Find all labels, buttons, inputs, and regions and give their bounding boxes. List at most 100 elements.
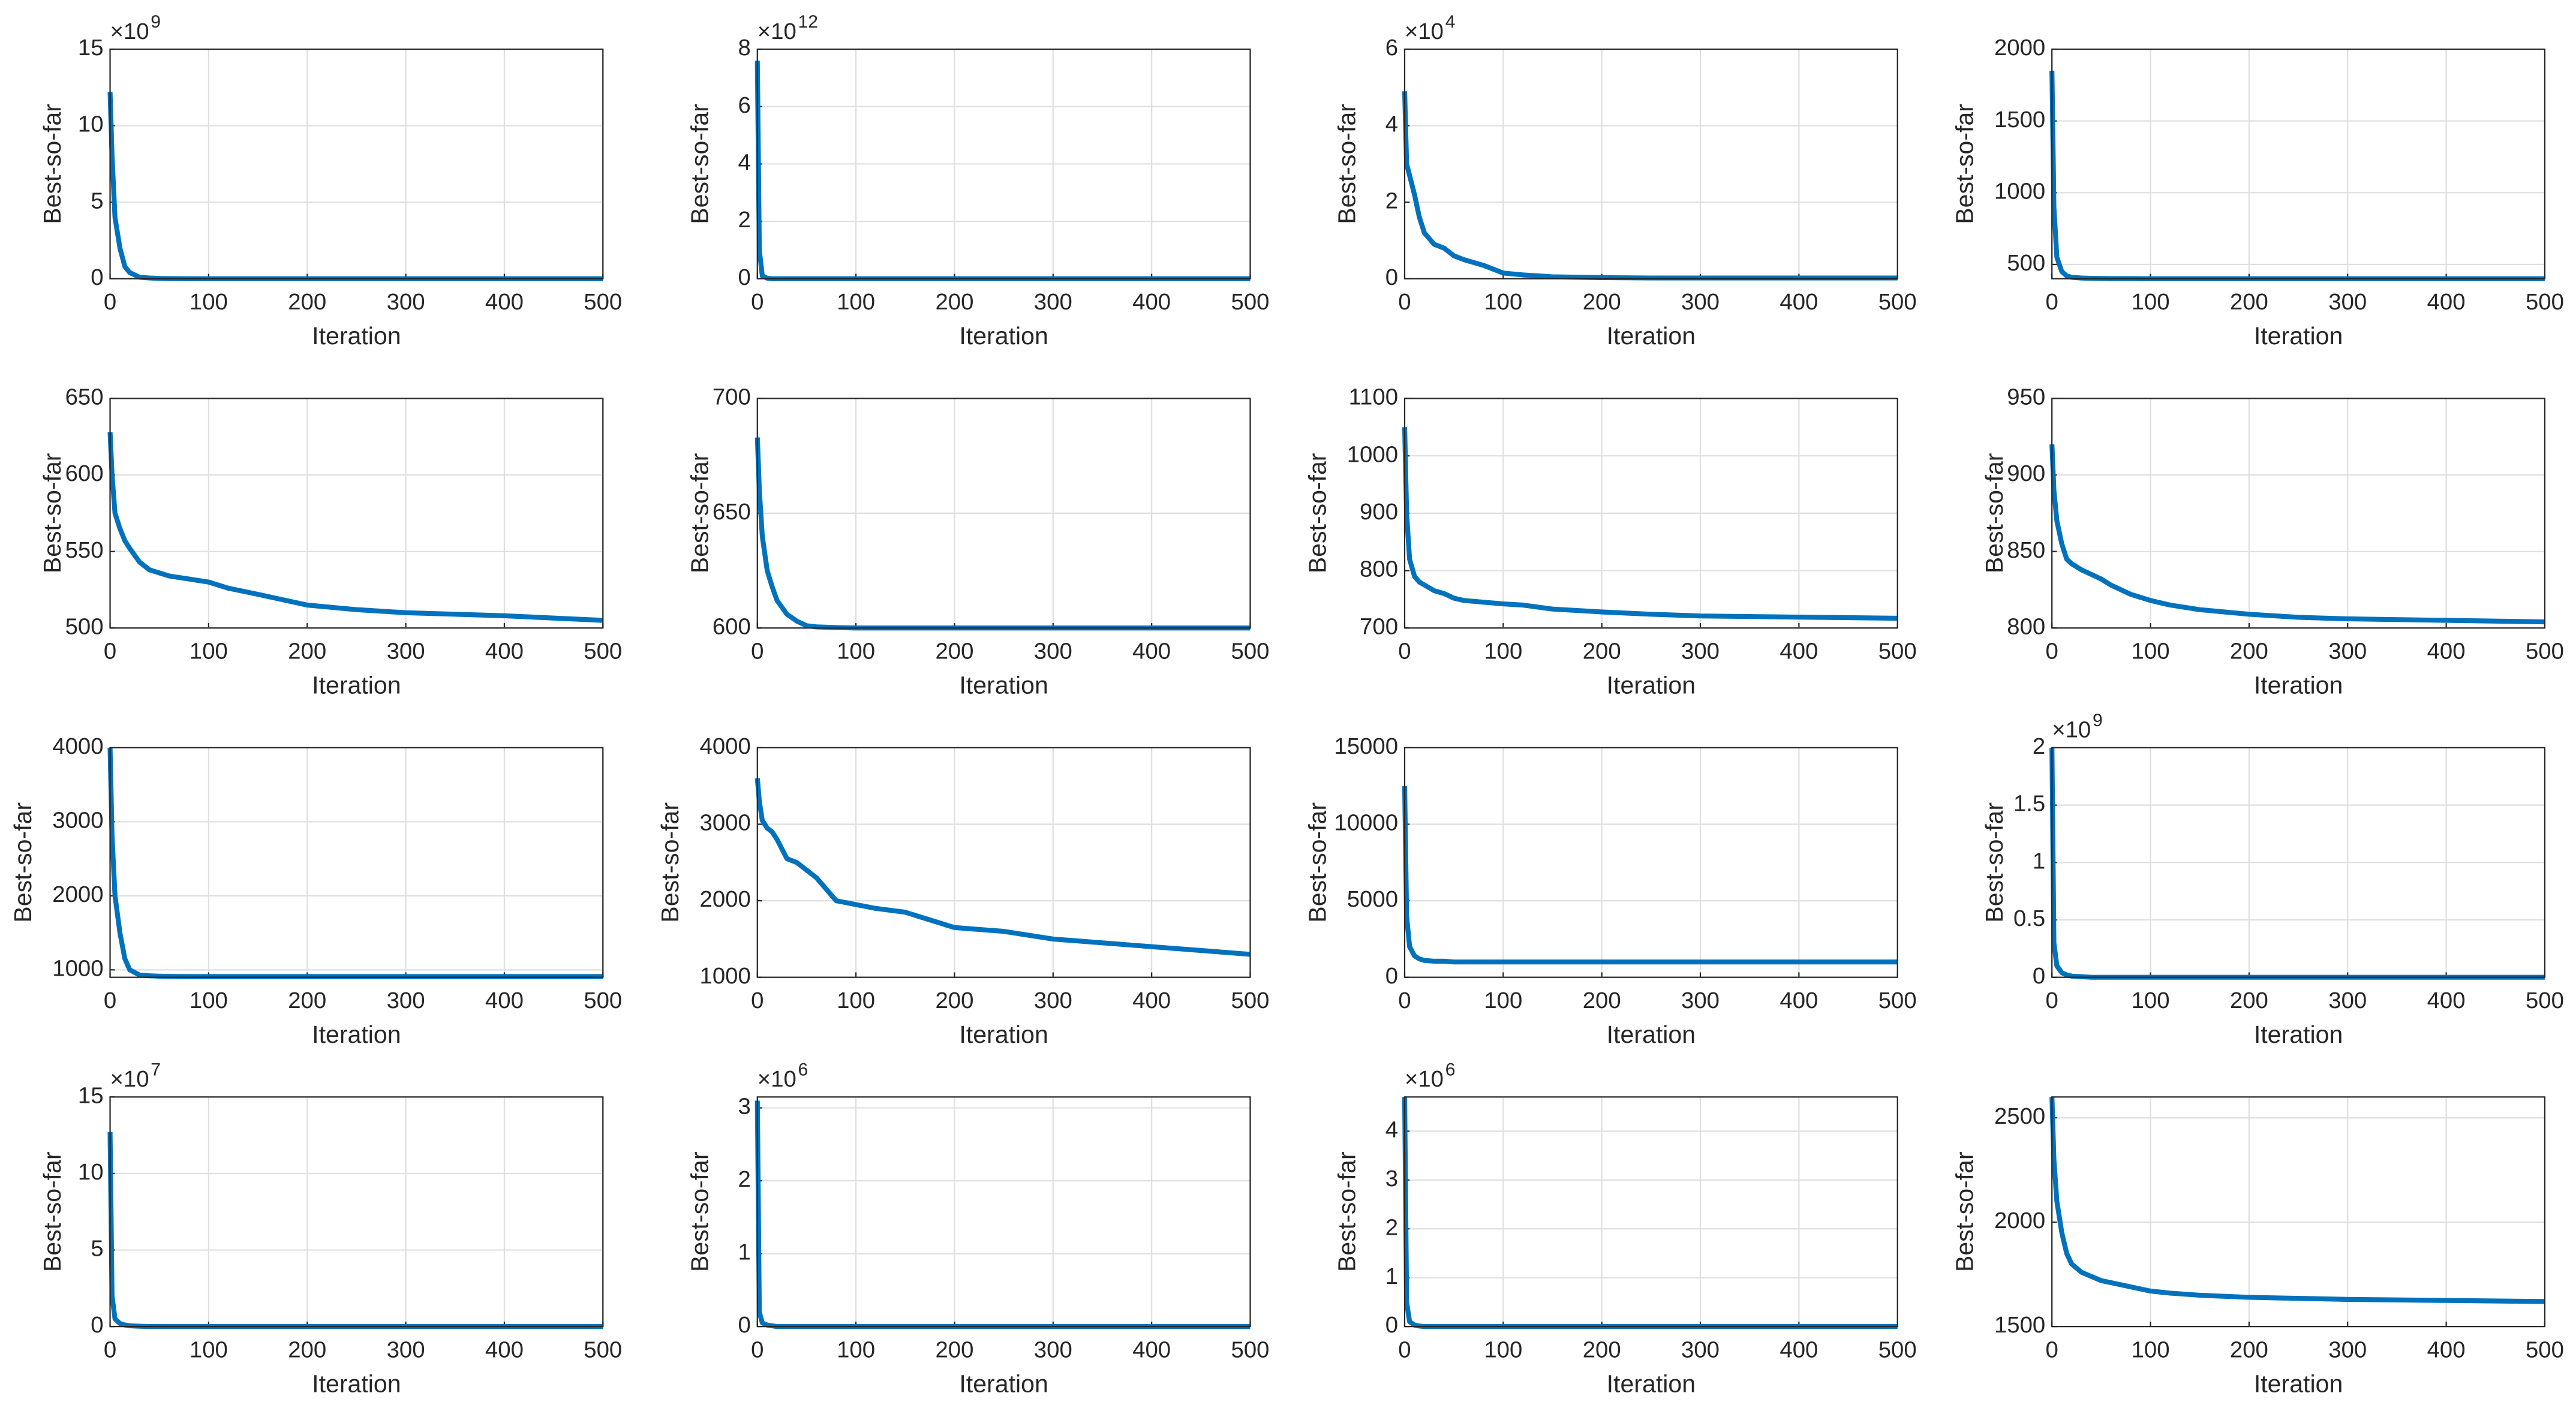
x-axis-label: Iteration <box>312 1370 401 1397</box>
x-tick-label: 300 <box>387 988 425 1013</box>
plot-area <box>110 1097 603 1327</box>
x-axis-label: Iteration <box>1607 1370 1696 1397</box>
x-tick-label: 300 <box>2328 638 2367 664</box>
y-axis-label: Best-so-far <box>1980 802 2008 923</box>
subplot: 0 100 200 300 400 500 700 800 900 1000 1100 Iterati… <box>1303 384 1916 699</box>
y-tick-label: 2 <box>2033 733 2045 759</box>
y-exponent-base: ×10 <box>758 1066 796 1092</box>
y-tick-label: 15 <box>78 35 104 61</box>
x-axis-label: Iteration <box>959 1370 1048 1397</box>
x-tick-label: 200 <box>2230 638 2268 664</box>
x-tick-label: 200 <box>1583 988 1621 1013</box>
y-tick-label: 4000 <box>52 733 103 759</box>
x-tick-label: 300 <box>387 638 425 664</box>
y-tick-label: 0 <box>738 264 750 290</box>
subplot: 0 100 200 300 400 500 1000 2000 3000 4000 Iteratio… <box>9 733 622 1048</box>
y-tick-label: 700 <box>1360 613 1398 639</box>
y-tick-label: 1.5 <box>2013 791 2045 817</box>
axes-box <box>2051 747 2546 978</box>
x-tick-label: 300 <box>1681 1337 1720 1362</box>
x-tick-label: 100 <box>2132 638 2170 664</box>
subplot: 0 100 200 300 400 500 0 5 10 15 Iteration Best-so-f… <box>38 12 622 350</box>
series-line <box>1402 786 1898 965</box>
plot-area <box>1404 49 1898 279</box>
y-tick-label: 1100 <box>1349 384 1398 410</box>
axes-box <box>109 1096 604 1328</box>
x-tick-label: 100 <box>1484 289 1522 315</box>
x-axis-label: Iteration <box>312 322 401 350</box>
x-tick-label: 300 <box>387 289 425 315</box>
plot-area <box>2052 398 2545 628</box>
x-tick-label: 400 <box>2427 988 2466 1013</box>
y-tick-label: 5000 <box>1347 886 1398 912</box>
y-axis-label: Best-so-far <box>1333 1151 1361 1272</box>
subplot: 0 100 200 300 400 500 0 0.5 1 1.5 2 Iteration Best-s… <box>1980 711 2564 1048</box>
axes-box <box>1403 48 1898 279</box>
y-tick-label: 4000 <box>700 733 751 759</box>
y-tick-label: 3000 <box>52 808 103 834</box>
x-tick-label: 500 <box>1878 1337 1917 1362</box>
plot-area <box>110 747 603 977</box>
y-tick-label: 4 <box>1385 1117 1398 1142</box>
x-tick-label: 500 <box>584 638 622 664</box>
x-tick-label: 300 <box>2328 289 2367 315</box>
x-tick-label: 0 <box>2046 988 2058 1013</box>
x-tick-label: 400 <box>485 988 524 1013</box>
x-axis-label: Iteration <box>2254 1021 2343 1048</box>
y-tick-label: 650 <box>713 499 751 525</box>
x-tick-label: 0 <box>104 638 116 664</box>
y-tick-label: 4 <box>1385 112 1398 137</box>
x-tick-label: 400 <box>485 1337 524 1362</box>
x-tick-label: 100 <box>837 988 875 1013</box>
y-exponent-base: ×10 <box>758 19 796 44</box>
x-tick-label: 400 <box>1132 988 1171 1013</box>
y-exponent-base: ×10 <box>1405 19 1444 44</box>
y-tick-label: 0 <box>2033 963 2045 989</box>
y-tick-label: 2 <box>1385 188 1398 213</box>
x-tick-label: 0 <box>2046 638 2058 664</box>
y-tick-label: 900 <box>1360 499 1398 525</box>
x-tick-label: 0 <box>2046 1337 2058 1362</box>
y-tick-label: 1000 <box>700 963 751 989</box>
x-tick-label: 100 <box>837 638 875 664</box>
y-tick-label: 15000 <box>1334 733 1398 759</box>
x-tick-label: 100 <box>1484 638 1522 664</box>
x-tick-label: 500 <box>584 988 622 1013</box>
x-tick-label: 300 <box>1034 988 1072 1013</box>
y-tick-label: 500 <box>65 613 104 639</box>
y-tick-label: 6 <box>1385 35 1398 61</box>
x-tick-label: 400 <box>485 289 524 315</box>
y-axis-label: Best-so-far <box>1951 1151 1979 1272</box>
y-tick-label: 900 <box>2007 461 2045 486</box>
y-axis-label: Best-so-far <box>1303 802 1331 923</box>
x-tick-label: 200 <box>935 1337 973 1362</box>
x-tick-label: 500 <box>2526 638 2564 664</box>
y-tick-label: 1500 <box>1994 107 2045 133</box>
x-tick-label: 300 <box>1034 638 1072 664</box>
y-tick-label: 3 <box>1385 1166 1398 1192</box>
axes-box <box>1403 1096 1898 1328</box>
x-tick-label: 0 <box>751 638 764 664</box>
subplot: 0 100 200 300 400 500 0 2 4 6 8 Iteration Best-so-fa… <box>686 12 1269 350</box>
subplot: 0 100 200 300 400 500 1500 2000 2500 Iteration Bes… <box>1951 1096 2564 1397</box>
plot-area <box>2052 1097 2545 1327</box>
x-tick-label: 200 <box>2230 1337 2268 1362</box>
x-tick-label: 100 <box>1484 988 1522 1013</box>
x-axis-label: Iteration <box>2254 672 2343 699</box>
x-tick-label: 500 <box>584 289 622 315</box>
series-line <box>2049 444 2545 625</box>
y-tick-label: 850 <box>2007 537 2045 563</box>
x-tick-label: 400 <box>2427 638 2466 664</box>
x-tick-label: 300 <box>1681 988 1720 1013</box>
y-tick-label: 3 <box>738 1094 750 1120</box>
y-tick-label: 0 <box>91 1312 103 1338</box>
x-tick-label: 200 <box>288 1337 326 1362</box>
x-tick-label: 400 <box>2427 1337 2466 1362</box>
y-tick-label: 2000 <box>1994 35 2045 61</box>
y-axis-label: Best-so-far <box>9 802 37 923</box>
series-line <box>1402 427 1898 621</box>
x-tick-label: 500 <box>1231 289 1270 315</box>
axes-box <box>756 48 1251 279</box>
x-tick-label: 100 <box>190 289 228 315</box>
